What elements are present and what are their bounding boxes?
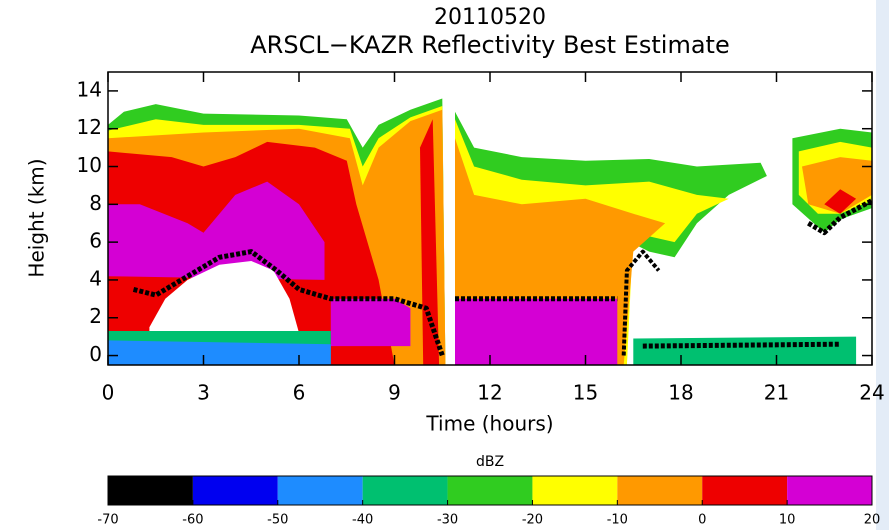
y-tick-label: 14	[77, 77, 102, 101]
chart-subtitle: ARSCL−KAZR Reflectivity Best Estimate	[250, 31, 729, 59]
colorbar-tick-label: -60	[182, 513, 203, 528]
y-axis-label: Height (km)	[25, 158, 49, 277]
cloud-base	[807, 198, 874, 236]
colorbar-tick-label: -50	[267, 513, 288, 528]
cloud-base	[621, 249, 661, 356]
colorbar-tick-label: 20	[864, 513, 881, 528]
x-tick-label: 21	[764, 381, 789, 405]
y-tick-label: 2	[89, 304, 102, 328]
reflectivity-field	[108, 181, 325, 280]
colorbar-cell	[617, 476, 703, 505]
colorbar-cell	[447, 476, 533, 505]
colorbar-tick-label: -10	[607, 513, 628, 528]
x-tick-label: 9	[388, 381, 401, 405]
colorbar-tick-label: 0	[698, 513, 706, 528]
colorbar-tick-label: 10	[779, 513, 796, 528]
reflectivity-field	[149, 261, 299, 333]
reflectivity-field	[420, 119, 440, 365]
colorbar-cell	[787, 476, 872, 505]
y-tick-label: 4	[89, 266, 102, 290]
colorbar-cell	[532, 476, 618, 505]
y-tick-label: 0	[89, 342, 102, 366]
x-tick-label: 3	[197, 381, 210, 405]
reflectivity-field	[633, 336, 857, 365]
y-tick-label: 10	[77, 153, 102, 177]
cloud-base	[642, 341, 841, 349]
colorbar-tick-label: -30	[437, 513, 458, 528]
y-tick-label: 12	[77, 115, 102, 139]
colorbar-cell	[702, 476, 788, 505]
colorbar-tick-label: -40	[352, 513, 373, 528]
y-tick-label: 6	[89, 229, 102, 253]
reflectivity-field	[108, 340, 331, 365]
colorbar-tick-label: -20	[522, 513, 543, 528]
x-tick-label: 6	[293, 381, 306, 405]
chart-title: 20110520	[434, 5, 546, 30]
colorbar-tick-label: -70	[97, 513, 118, 528]
x-tick-label: 12	[477, 381, 502, 405]
reflectivity-field	[455, 298, 618, 365]
colorbar-cell	[362, 476, 448, 505]
colorbar-frame	[107, 475, 873, 506]
colorbar-cell	[108, 476, 193, 505]
x-tick-label: 15	[573, 381, 598, 405]
window-edge	[876, 0, 889, 530]
y-tick-label: 8	[89, 191, 102, 215]
colorbar-label: dBZ	[476, 454, 504, 470]
x-tick-label: 18	[668, 381, 693, 405]
reflectivity-field	[330, 298, 411, 347]
x-tick-label: 0	[102, 381, 115, 405]
reflectivity-field	[824, 189, 857, 214]
colorbar-cell	[277, 476, 363, 505]
x-tick-label: 24	[859, 381, 884, 405]
colorbar-cell	[192, 476, 278, 505]
x-axis-label: Time (hours)	[425, 412, 553, 436]
